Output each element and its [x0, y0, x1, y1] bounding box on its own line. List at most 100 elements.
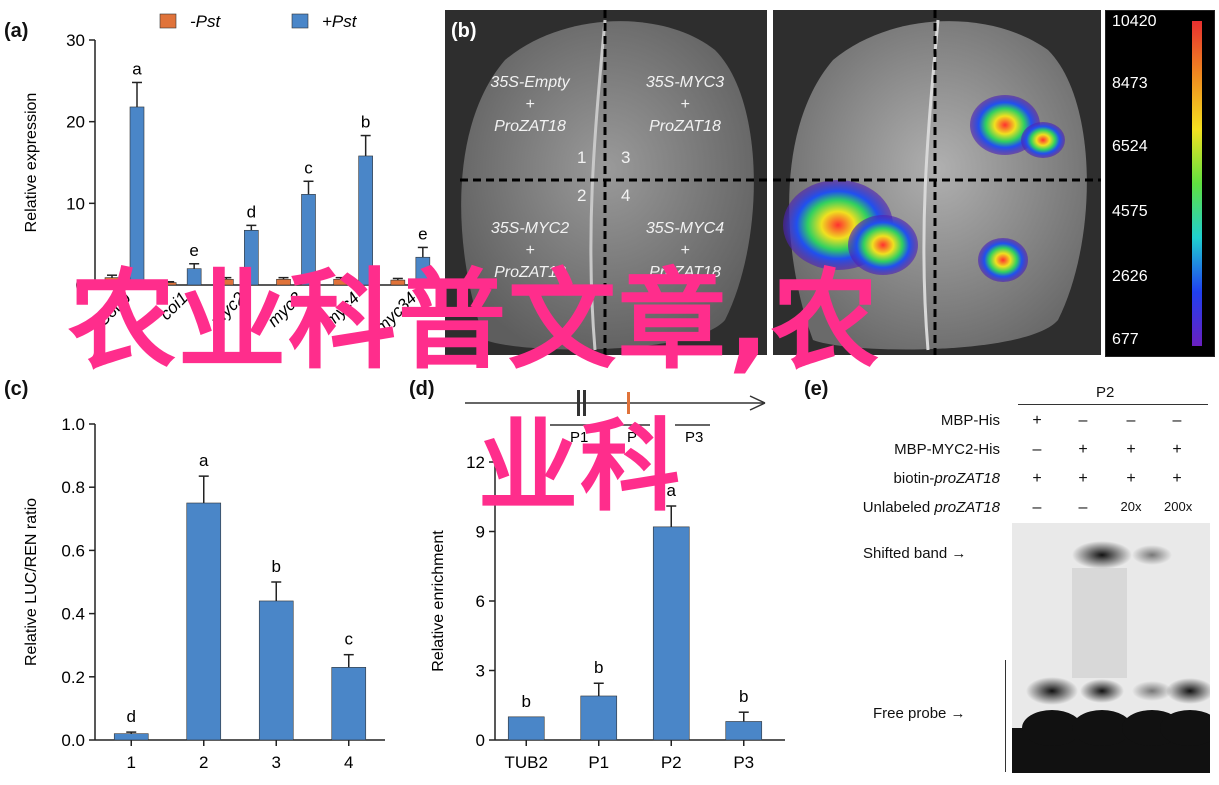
chart-a-letter: e — [418, 224, 427, 243]
chart-c-ytick-label: 0.8 — [61, 478, 85, 497]
free-probe-label: Free probe → — [873, 705, 966, 722]
chart-d-xtick-label: TUB2 — [505, 753, 548, 772]
arrow-right-icon: → — [951, 545, 967, 562]
schematic-label-p1: P1 — [570, 429, 588, 446]
emsa-lane-mark: + — [1126, 441, 1136, 458]
quadrant-3-label: 35S-MYC3 + ProZAT18 — [645, 74, 725, 135]
emsa-lane-mark: + — [1032, 412, 1042, 429]
chart-d-xtick-label: P3 — [733, 753, 754, 772]
chart-d-ytick-label: 6 — [476, 592, 485, 611]
chart-c-letter: a — [199, 451, 209, 470]
emsa-row-label: Unlabeled proZAT18 — [862, 499, 1000, 516]
chart-a-legend-label: +Pst — [322, 12, 358, 31]
chart-c-ytick-label: 1.0 — [61, 415, 85, 434]
promoter-schematic: P1 P P3 — [465, 390, 766, 446]
chart-a-bar — [244, 229, 259, 286]
chart-a-bar — [186, 268, 202, 286]
schematic-label-p2: P — [627, 429, 637, 446]
chart-c-letter: d — [127, 707, 136, 726]
lane-header-line — [1018, 404, 1208, 405]
colorbar-label-2: 6524 — [1112, 138, 1148, 155]
chart-d-xtick-label: P2 — [661, 753, 682, 772]
panel-a-letter: (a) — [4, 20, 29, 42]
chart-a-letter: b — [361, 113, 370, 132]
colorbar-label-4: 2626 — [1112, 268, 1148, 285]
chart-d-ytick-label: 0 — [476, 731, 485, 750]
emsa-lane-mark: + — [1078, 441, 1088, 458]
chart-a-legend-swatch — [159, 13, 177, 29]
leaf-luminescence — [773, 10, 1101, 355]
emsa-gel — [1012, 523, 1210, 773]
chart-a-xtick-label: myc2 — [207, 288, 250, 331]
chart-a-bar — [415, 256, 431, 286]
emsa-lane-mark: + — [1126, 470, 1136, 487]
emsa-row-label: biotin-proZAT18 — [893, 470, 1000, 487]
leaf-luminescence-shape — [773, 10, 1101, 355]
chart-a-ytick-label: 20 — [66, 113, 85, 132]
chart-c-xtick-label: 3 — [272, 753, 281, 772]
chart-a-bar — [129, 106, 145, 286]
quadrant-number-4: 4 — [621, 186, 631, 205]
colorbar-label-5: 677 — [1112, 331, 1139, 348]
lane-header: P2 — [1096, 384, 1115, 401]
chart-a: 0 10 20 30 Relative expression a Col-0 e coi1 d my… — [23, 12, 438, 337]
emsa-lane-mark: + — [1172, 470, 1182, 487]
chart-a-xtick-label: Col-0 — [92, 288, 134, 330]
chart-d: P1 P P3 0 3 6 9 12 Relative enrichment b TUB2 b P… — [430, 390, 785, 772]
chart-a-legend-label: -Pst — [190, 12, 222, 31]
gel-bands — [1012, 541, 1210, 773]
chart-a-ytick-label: 0 — [76, 276, 85, 295]
emsa-row-label: MBP-MYC2-His — [894, 441, 1000, 458]
panel-d: (d) P1 P P3 0 3 6 9 12 Relative enrichment b TU… — [405, 370, 800, 780]
emsa-lane-mark: 200x — [1164, 499, 1193, 514]
chart-a-legend-swatch — [291, 13, 309, 29]
chart-c-xtick-label: 1 — [127, 753, 136, 772]
emsa-lane-mark: – — [1032, 499, 1042, 516]
chart-a-ytick-label: 10 — [66, 194, 85, 213]
emsa-lane-mark: 20x — [1120, 499, 1142, 514]
chart-a-bar — [333, 278, 348, 286]
chart-a-bar — [104, 277, 120, 286]
chart-a-letter: a — [132, 59, 142, 78]
emsa-lane-mark: – — [1078, 412, 1088, 429]
chart-c-ylabel: Relative LUC/REN ratio — [23, 498, 40, 666]
chart-a-ylabel: Relative expression — [23, 93, 40, 233]
chart-c-ytick-label: 0.6 — [61, 541, 85, 560]
quadrant-number-3: 3 — [621, 148, 631, 167]
panel-b: 35S-Empty + ProZAT18 35S-MYC3 + ProZAT18 35S… — [445, 10, 1215, 357]
quadrant-number-2: 2 — [577, 186, 587, 205]
chart-d-ytick-label: 9 — [476, 523, 485, 542]
chart-c-letter: b — [272, 557, 281, 576]
emsa-lane-mark: – — [1126, 412, 1136, 429]
panel-b-letter: (b) — [451, 20, 477, 42]
chart-a-bar — [358, 155, 373, 286]
colorbar-label-1: 8473 — [1112, 75, 1148, 92]
free-probe-bracket — [1005, 660, 1006, 772]
quadrant-number-1: 1 — [577, 148, 587, 167]
chart-c-ytick-label: 0.4 — [61, 605, 85, 624]
chart-c-bar — [186, 502, 222, 741]
emsa-lane-mark: – — [1172, 412, 1182, 429]
chart-c-bar — [331, 667, 367, 741]
quadrant-1-label: 35S-Empty + ProZAT18 — [490, 74, 570, 135]
chart-a-xtick-label: myc34 — [371, 288, 420, 337]
chart-c-bar — [113, 733, 149, 741]
chart-a-bar — [276, 278, 291, 286]
chart-a-ytick-label: 30 — [66, 31, 85, 50]
chart-a-xtick-label: myc3 — [264, 288, 307, 331]
emsa-lane-mark: + — [1078, 470, 1088, 487]
chart-a-letter: d — [247, 202, 256, 221]
chart-c: 0.0 0.2 0.4 0.6 0.8 1.0 Relative LUC/REN ratio… — [23, 415, 385, 772]
chart-c-bar — [258, 600, 294, 741]
emsa-lane-mark: + — [1032, 470, 1042, 487]
chart-d-xtick-label: P1 — [588, 753, 609, 772]
chart-c-ytick-label: 0.2 — [61, 668, 85, 687]
chart-d-ylabel: Relative enrichment — [430, 530, 447, 672]
chart-c-ytick-label: 0.0 — [61, 731, 85, 750]
chart-c-xtick-label: 4 — [344, 753, 353, 772]
emsa-lane-mark: – — [1032, 441, 1042, 458]
shifted-band-label: Shifted band → — [863, 545, 967, 562]
luminescence-colorbar: 10420 8473 6524 4575 2626 677 — [1105, 10, 1215, 357]
chart-d-bar — [652, 526, 690, 741]
chart-a-bar — [219, 278, 234, 286]
